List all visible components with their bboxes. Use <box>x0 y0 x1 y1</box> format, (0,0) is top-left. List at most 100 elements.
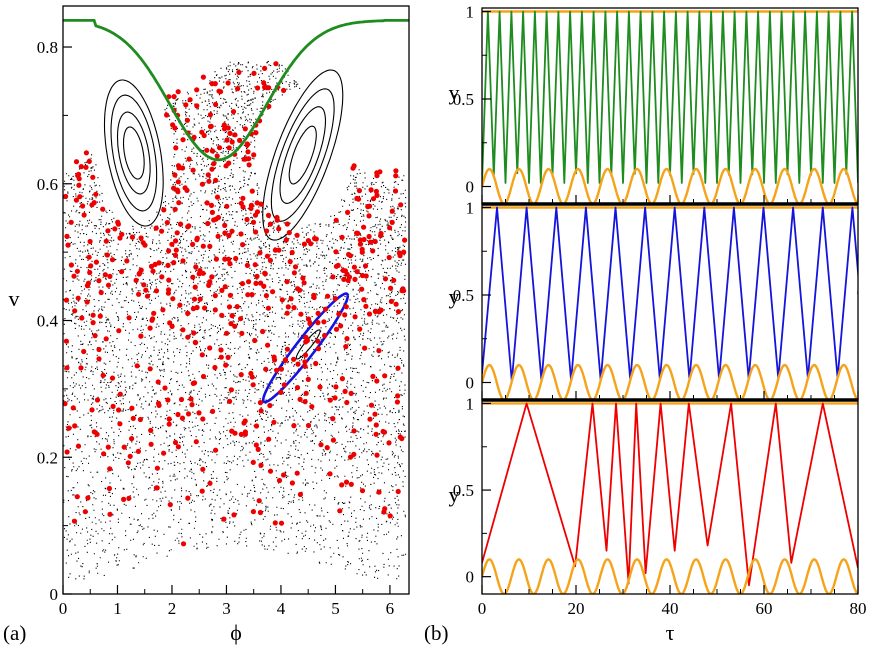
stroboscopic-point <box>175 179 181 185</box>
stroboscopic-point <box>292 264 299 270</box>
stroboscopic-point <box>234 304 240 310</box>
stroboscopic-point <box>82 509 88 515</box>
stroboscopic-point <box>333 326 340 332</box>
stroboscopic-point <box>281 87 287 93</box>
stroboscopic-point <box>180 258 186 264</box>
stroboscopic-point <box>166 416 172 422</box>
stroboscopic-point <box>170 296 176 302</box>
right-island-orbit-3 <box>262 69 344 241</box>
stroboscopic-point <box>266 436 272 442</box>
stroboscopic-point <box>401 249 407 255</box>
stroboscopic-point <box>232 323 238 329</box>
stroboscopic-point <box>200 466 206 472</box>
stroboscopic-point <box>395 488 401 495</box>
stroboscopic-point <box>117 391 123 397</box>
stroboscopic-point <box>318 442 324 448</box>
stroboscopic-point <box>63 297 70 303</box>
stroboscopic-point <box>266 85 272 91</box>
stroboscopic-point <box>240 195 246 201</box>
stroboscopic-point <box>161 450 167 456</box>
stroboscopic-point <box>363 273 369 279</box>
stroboscopic-point <box>116 328 122 334</box>
stroboscopic-point <box>261 283 267 289</box>
stroboscopic-point <box>189 402 195 408</box>
oscillating-wall <box>482 363 858 400</box>
stroboscopic-point <box>255 85 261 91</box>
stroboscopic-point <box>284 310 290 316</box>
stroboscopic-point <box>267 257 273 263</box>
stroboscopic-point <box>238 231 244 237</box>
stroboscopic-point <box>333 217 339 223</box>
stroboscopic-point <box>173 247 179 253</box>
stroboscopic-point <box>291 356 297 362</box>
stroboscopic-point <box>194 235 200 241</box>
stroboscopic-point <box>233 255 239 262</box>
stroboscopic-point <box>135 448 141 454</box>
stroboscopic-point <box>176 165 182 171</box>
stroboscopic-point <box>174 230 180 236</box>
stroboscopic-point <box>175 89 181 95</box>
stroboscopic-point <box>393 168 399 174</box>
left-island-orbit-1 <box>116 111 151 195</box>
stroboscopic-point <box>273 61 279 67</box>
stroboscopic-point <box>300 275 306 281</box>
stroboscopic-point <box>180 137 186 143</box>
stroboscopic-point <box>130 415 136 421</box>
stroboscopic-point <box>287 259 293 265</box>
stroboscopic-point <box>194 103 200 109</box>
stroboscopic-point <box>74 494 80 500</box>
stroboscopic-point <box>260 328 266 335</box>
trajectory-ytick-label: 1 <box>466 199 475 218</box>
stroboscopic-point <box>175 444 181 450</box>
stroboscopic-point <box>222 222 228 228</box>
stroboscopic-point <box>197 268 203 274</box>
stroboscopic-point <box>129 436 135 442</box>
trajectory-ylabel-bottom: y <box>449 482 460 507</box>
stroboscopic-point <box>249 188 255 194</box>
particle-trajectory <box>482 10 858 184</box>
stroboscopic-point <box>359 488 366 494</box>
stroboscopic-point <box>179 415 186 421</box>
trajectory-ylabel-middle: y <box>449 284 460 309</box>
stroboscopic-point <box>186 223 192 229</box>
stroboscopic-point <box>291 305 297 311</box>
oscillating-wall <box>482 167 858 204</box>
stroboscopic-point <box>64 449 70 455</box>
stroboscopic-point <box>138 333 144 339</box>
stroboscopic-point <box>274 367 280 373</box>
stroboscopic-point <box>109 257 116 263</box>
stroboscopic-point <box>107 466 113 472</box>
stroboscopic-point <box>239 281 245 287</box>
poincare-ytick-label: 0.6 <box>37 175 58 194</box>
stroboscopic-point <box>284 346 290 352</box>
stroboscopic-point <box>68 262 74 268</box>
stroboscopic-point <box>370 373 376 379</box>
stroboscopic-point <box>238 372 244 378</box>
stroboscopic-point <box>147 325 153 331</box>
stroboscopic-point <box>182 185 188 191</box>
trajectory-xtick-label: 0 <box>478 599 487 618</box>
trajectory-ytick-label: 1 <box>466 3 475 22</box>
stroboscopic-point <box>244 216 250 223</box>
stroboscopic-point <box>218 347 224 353</box>
stroboscopic-point <box>357 326 363 332</box>
stroboscopic-point <box>394 399 400 405</box>
stroboscopic-point <box>367 239 373 245</box>
stroboscopic-point <box>225 125 231 131</box>
stroboscopic-point <box>264 228 270 234</box>
right-island-orbit-1 <box>279 106 327 204</box>
stroboscopic-point <box>240 242 246 248</box>
stroboscopic-point <box>151 310 157 316</box>
stroboscopic-point <box>191 330 197 336</box>
stroboscopic-point <box>265 305 271 311</box>
stroboscopic-point <box>341 276 347 282</box>
stroboscopic-point <box>80 203 86 209</box>
stroboscopic-point <box>374 192 380 198</box>
stroboscopic-point <box>325 293 331 299</box>
stroboscopic-point <box>103 238 109 244</box>
stroboscopic-point <box>338 323 344 329</box>
stroboscopic-point <box>166 287 172 293</box>
stroboscopic-point <box>284 279 290 285</box>
stroboscopic-point <box>136 291 142 297</box>
stroboscopic-point <box>171 260 177 266</box>
